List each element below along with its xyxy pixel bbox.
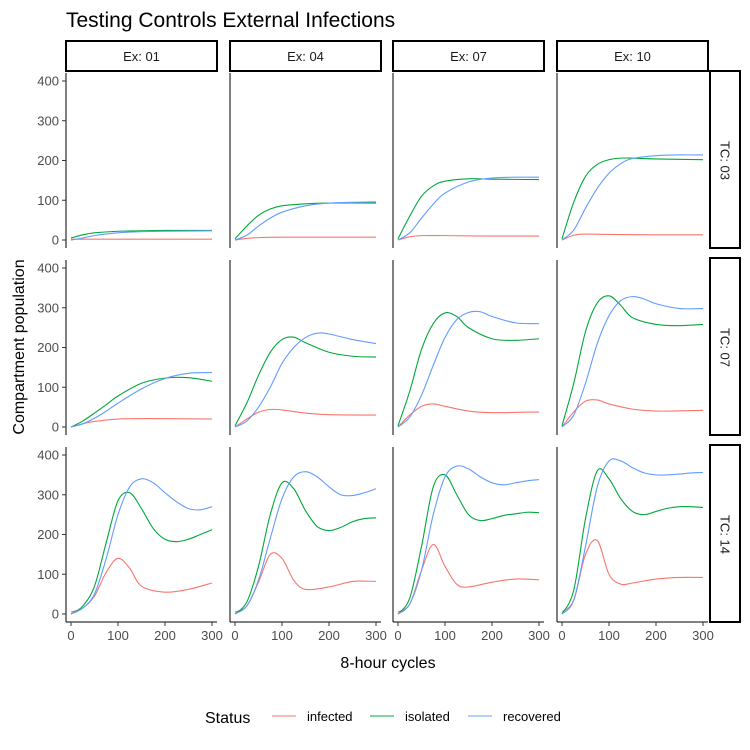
- y-tick-label: 200: [37, 527, 59, 542]
- row-strip: [709, 444, 741, 623]
- y-tick-label: 0: [52, 420, 59, 435]
- y-tick-label: 0: [52, 233, 59, 248]
- series-line-infected: [397, 403, 540, 428]
- x-tick-label: 200: [318, 628, 340, 643]
- y-tick-label: 200: [37, 340, 59, 355]
- legend-label-isolated: isolated: [405, 709, 450, 724]
- x-tick-label: 300: [365, 628, 387, 643]
- x-tick-label: 200: [645, 628, 667, 643]
- y-tick-label: 300: [37, 113, 59, 128]
- x-tick-label: 100: [598, 628, 620, 643]
- series-line-isolated: [397, 178, 540, 240]
- y-tick-label: 100: [37, 567, 59, 582]
- y-tick-label: 400: [37, 448, 59, 463]
- series-line-isolated: [561, 468, 704, 615]
- row-strip: [709, 70, 741, 249]
- series-line-recovered: [234, 201, 377, 241]
- x-tick-label: 300: [692, 628, 714, 643]
- series-line-infected: [397, 234, 540, 241]
- series-line-infected: [561, 399, 704, 428]
- series-line-recovered: [397, 465, 540, 615]
- column-strip: [392, 40, 545, 72]
- y-tick-label: 400: [37, 261, 59, 276]
- series-line-infected: [234, 236, 376, 241]
- series-line-recovered: [561, 458, 704, 615]
- series-line-recovered: [397, 176, 540, 241]
- series-line-recovered: [70, 478, 213, 615]
- x-tick-label: 200: [154, 628, 176, 643]
- series-line-recovered: [561, 154, 704, 241]
- x-tick-label: 300: [201, 628, 223, 643]
- x-tick-label: 100: [271, 628, 293, 643]
- series-line-isolated: [234, 480, 377, 615]
- x-tick-label: 0: [558, 628, 565, 643]
- series-line-isolated: [70, 376, 213, 428]
- x-tick-label: 200: [481, 628, 503, 643]
- column-strip: [65, 40, 218, 72]
- x-tick-label: 0: [394, 628, 401, 643]
- series-line-infected: [561, 233, 704, 241]
- y-tick-label: 100: [37, 193, 59, 208]
- series-line-recovered: [234, 332, 377, 428]
- series-line-isolated: [234, 336, 377, 427]
- y-tick-label: 0: [52, 607, 59, 622]
- y-tick-label: 200: [37, 153, 59, 168]
- series-line-recovered: [234, 471, 377, 615]
- legend-title: Status: [205, 710, 250, 727]
- y-tick-label: 300: [37, 487, 59, 502]
- series-line-isolated: [397, 312, 540, 426]
- row-strip-label: TC: 03: [718, 141, 733, 180]
- series-line-recovered: [397, 310, 540, 428]
- series-line-isolated: [561, 295, 704, 426]
- column-strip: [229, 40, 382, 72]
- series-line-isolated: [397, 473, 540, 615]
- column-strip-label: Ex: 07: [450, 49, 487, 64]
- series-line-infected: [234, 408, 377, 428]
- row-strip-label: TC: 14: [718, 515, 733, 554]
- column-strip-label: Ex: 10: [614, 49, 651, 64]
- column-strip-label: Ex: 04: [287, 49, 324, 64]
- series-line-recovered: [70, 230, 213, 241]
- legend: Status infected isolated recovered: [205, 709, 561, 727]
- x-tick-label: 100: [434, 628, 456, 643]
- chart-title: Testing Controls External Infections: [66, 9, 395, 32]
- series-line-infected: [397, 543, 540, 613]
- x-tick-label: 0: [67, 628, 74, 643]
- row-strip: [709, 257, 741, 436]
- row-strip-label: TC: 07: [718, 328, 733, 367]
- y-tick-label: 400: [37, 74, 59, 89]
- x-axis-title: 8-hour cycles: [340, 655, 435, 672]
- series-line-isolated: [70, 229, 213, 239]
- y-axis-title: Compartment population: [11, 259, 28, 434]
- column-strip: [556, 40, 709, 72]
- series-line-isolated: [70, 491, 213, 615]
- panel-grid: Ex: 01 Ex: 04 Ex: 07 Ex: 10 TC: 03 TC: 07 TC: …: [37, 40, 741, 643]
- x-tick-label: 0: [231, 628, 238, 643]
- series-line-recovered: [70, 371, 213, 428]
- legend-label-recovered: recovered: [503, 709, 561, 724]
- y-tick-label: 300: [37, 300, 59, 315]
- legend-label-infected: infected: [307, 709, 353, 724]
- y-tick-label: 100: [37, 380, 59, 395]
- column-strip-label: Ex: 01: [123, 49, 160, 64]
- x-tick-label: 100: [107, 628, 129, 643]
- x-tick-label: 300: [528, 628, 550, 643]
- series-line-isolated: [561, 157, 704, 239]
- series-line-recovered: [561, 296, 704, 428]
